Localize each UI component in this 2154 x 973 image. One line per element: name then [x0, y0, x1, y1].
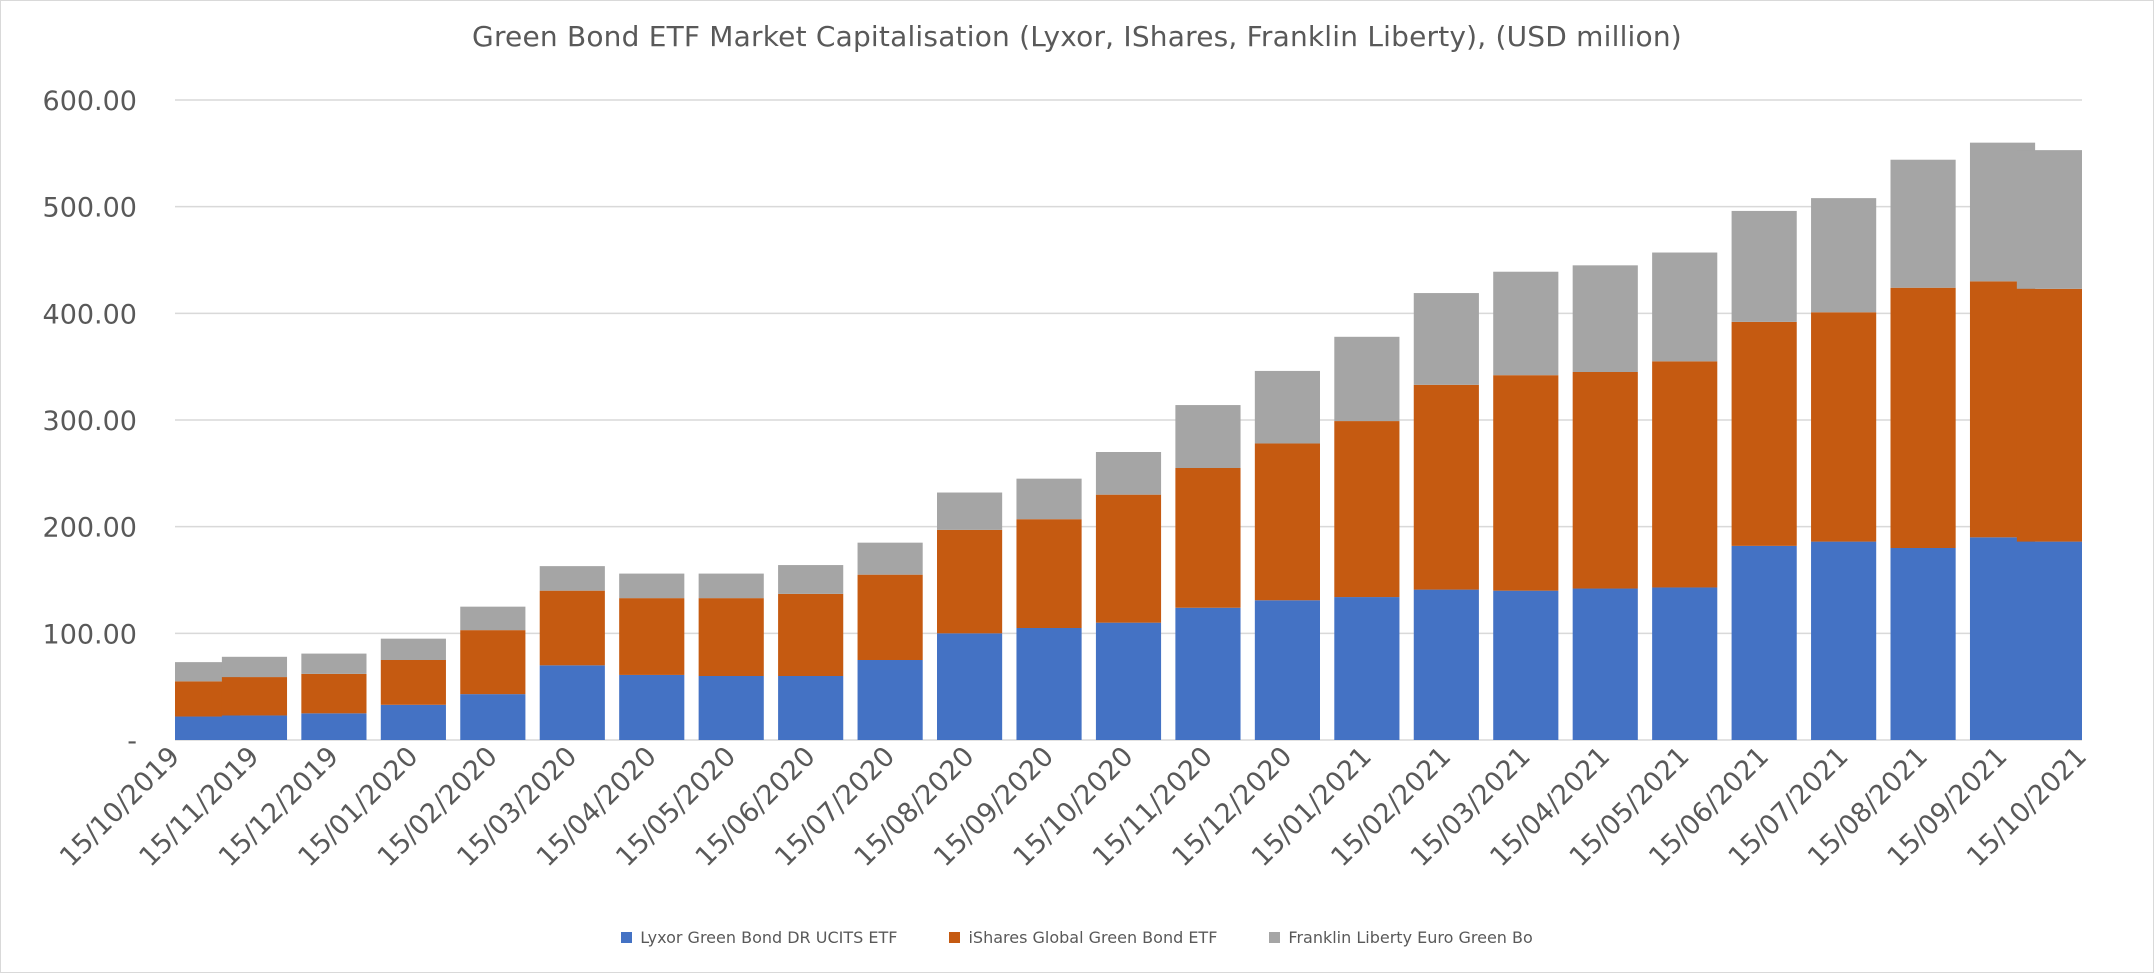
- bar-segment-franklin: [221, 656, 288, 678]
- bar-segment-ishares: [539, 590, 605, 666]
- bar-segment-ishares: [460, 630, 526, 695]
- bar-segment-ishares: [1016, 519, 1082, 628]
- legend-swatch-ishares: [949, 932, 961, 943]
- bar-segment-lyxor: [2016, 541, 2082, 740]
- bar-segment-lyxor: [301, 713, 367, 740]
- bar-segment-franklin: [2016, 150, 2082, 289]
- bar-segment-franklin: [460, 606, 526, 631]
- bar-segment-lyxor: [698, 676, 764, 740]
- bar-segment-franklin: [1811, 198, 1877, 313]
- bar-segment-ishares: [1811, 312, 1877, 542]
- bar-segment-ishares: [619, 598, 685, 675]
- bar-segment-franklin: [1890, 159, 1956, 288]
- bar-segment-franklin: [698, 573, 764, 599]
- bar-segment-franklin: [1175, 405, 1241, 468]
- bar-segment-lyxor: [1652, 587, 1718, 740]
- bar-segment-franklin: [380, 638, 446, 660]
- legend-item-ishares: iShares Global Green Bond ETF: [949, 928, 1217, 947]
- legend: Lyxor Green Bond DR UCITS ETF iShares Gl…: [0, 928, 2154, 947]
- bar-segment-ishares: [1890, 287, 1956, 548]
- bar-segment-lyxor: [1254, 600, 1320, 740]
- bar-segment-lyxor: [221, 715, 288, 740]
- bar-segment-franklin: [1413, 293, 1479, 385]
- bar-segment-ishares: [1493, 375, 1559, 591]
- chart-plot: - 100.00 200.00 300.00 400.00 500.00 600.00 15…: [43, 86, 2093, 873]
- bar-segment-lyxor: [1016, 628, 1082, 740]
- bar-segment-lyxor: [857, 660, 923, 740]
- y-tick-label: 500.00: [43, 193, 137, 224]
- bar-segment-lyxor: [1493, 590, 1559, 740]
- bar-segment-lyxor: [1731, 545, 1797, 740]
- bar-segment-ishares: [698, 598, 764, 676]
- bar-series: [175, 142, 2082, 740]
- bar-segment-lyxor: [1811, 541, 1877, 740]
- bar-segment-franklin: [539, 566, 605, 591]
- bar-segment-ishares: [1095, 494, 1162, 623]
- bar-segment-lyxor: [1572, 588, 1638, 740]
- y-tick-label: 600.00: [43, 86, 137, 117]
- bar-segment-ishares: [2016, 288, 2082, 542]
- legend-swatch-lyxor: [621, 932, 633, 943]
- bar-segment-lyxor: [380, 704, 446, 740]
- bar-segment-lyxor: [619, 674, 685, 740]
- legend-item-lyxor: Lyxor Green Bond DR UCITS ETF: [621, 928, 897, 947]
- bar-segment-ishares: [778, 593, 844, 676]
- bar-segment-franklin: [1254, 370, 1320, 444]
- bar-segment-lyxor: [937, 633, 1003, 740]
- x-axis-tick-labels: 15/10/201915/11/201915/12/201915/01/2020…: [54, 741, 2093, 873]
- bar-segment-franklin: [857, 542, 923, 575]
- legend-item-franklin: Franklin Liberty Euro Green Bo: [1269, 928, 1533, 947]
- y-tick-label: 400.00: [43, 299, 137, 330]
- bar-segment-franklin: [1572, 265, 1638, 372]
- legend-label-lyxor: Lyxor Green Bond DR UCITS ETF: [640, 928, 898, 947]
- bar-segment-ishares: [1254, 443, 1320, 601]
- bar-segment-ishares: [1652, 361, 1718, 588]
- legend-swatch-franklin: [1269, 932, 1281, 943]
- y-axis-tick-labels: - 100.00 200.00 300.00 400.00 500.00 600.00: [43, 86, 137, 757]
- bar-segment-lyxor: [1890, 548, 1956, 740]
- y-tick-label: 300.00: [43, 406, 137, 437]
- bar-segment-franklin: [1095, 452, 1162, 495]
- legend-label-ishares: iShares Global Green Bond ETF: [968, 928, 1218, 947]
- y-tick-label: 100.00: [43, 619, 137, 650]
- bar-segment-franklin: [778, 565, 844, 594]
- bar-segment-lyxor: [1095, 622, 1162, 740]
- bar-segment-franklin: [1731, 210, 1797, 322]
- bar-segment-lyxor: [1413, 589, 1479, 740]
- bar-segment-lyxor: [1175, 607, 1241, 740]
- y-tick-label: 200.00: [43, 513, 137, 544]
- bar-segment-ishares: [1731, 321, 1797, 546]
- bar-segment-ishares: [937, 529, 1003, 634]
- bar-segment-ishares: [857, 574, 923, 660]
- bar-segment-ishares: [1334, 421, 1400, 598]
- bar-segment-ishares: [301, 673, 367, 714]
- bar-segment-ishares: [1175, 468, 1241, 608]
- bar-segment-lyxor: [539, 665, 605, 740]
- bar-segment-franklin: [937, 492, 1003, 530]
- bar-segment-lyxor: [778, 676, 844, 740]
- bar-segment-ishares: [221, 677, 288, 716]
- bar-segment-ishares: [380, 660, 446, 705]
- bar-segment-franklin: [1334, 336, 1400, 422]
- bar-segment-ishares: [1572, 372, 1638, 589]
- bar-segment-lyxor: [460, 694, 526, 740]
- bar-segment-franklin: [1493, 271, 1559, 376]
- bar-segment-ishares: [1413, 384, 1479, 590]
- bar-segment-franklin: [301, 653, 367, 674]
- y-tick-label: -: [127, 726, 137, 757]
- bar-segment-franklin: [1652, 252, 1718, 362]
- chart-title: Green Bond ETF Market Capitalisation (Ly…: [472, 20, 1682, 53]
- bar-segment-franklin: [619, 573, 685, 599]
- bar-segment-lyxor: [1334, 597, 1400, 740]
- legend-label-franklin: Franklin Liberty Euro Green Bo: [1288, 928, 1533, 947]
- bar-segment-franklin: [1016, 478, 1082, 520]
